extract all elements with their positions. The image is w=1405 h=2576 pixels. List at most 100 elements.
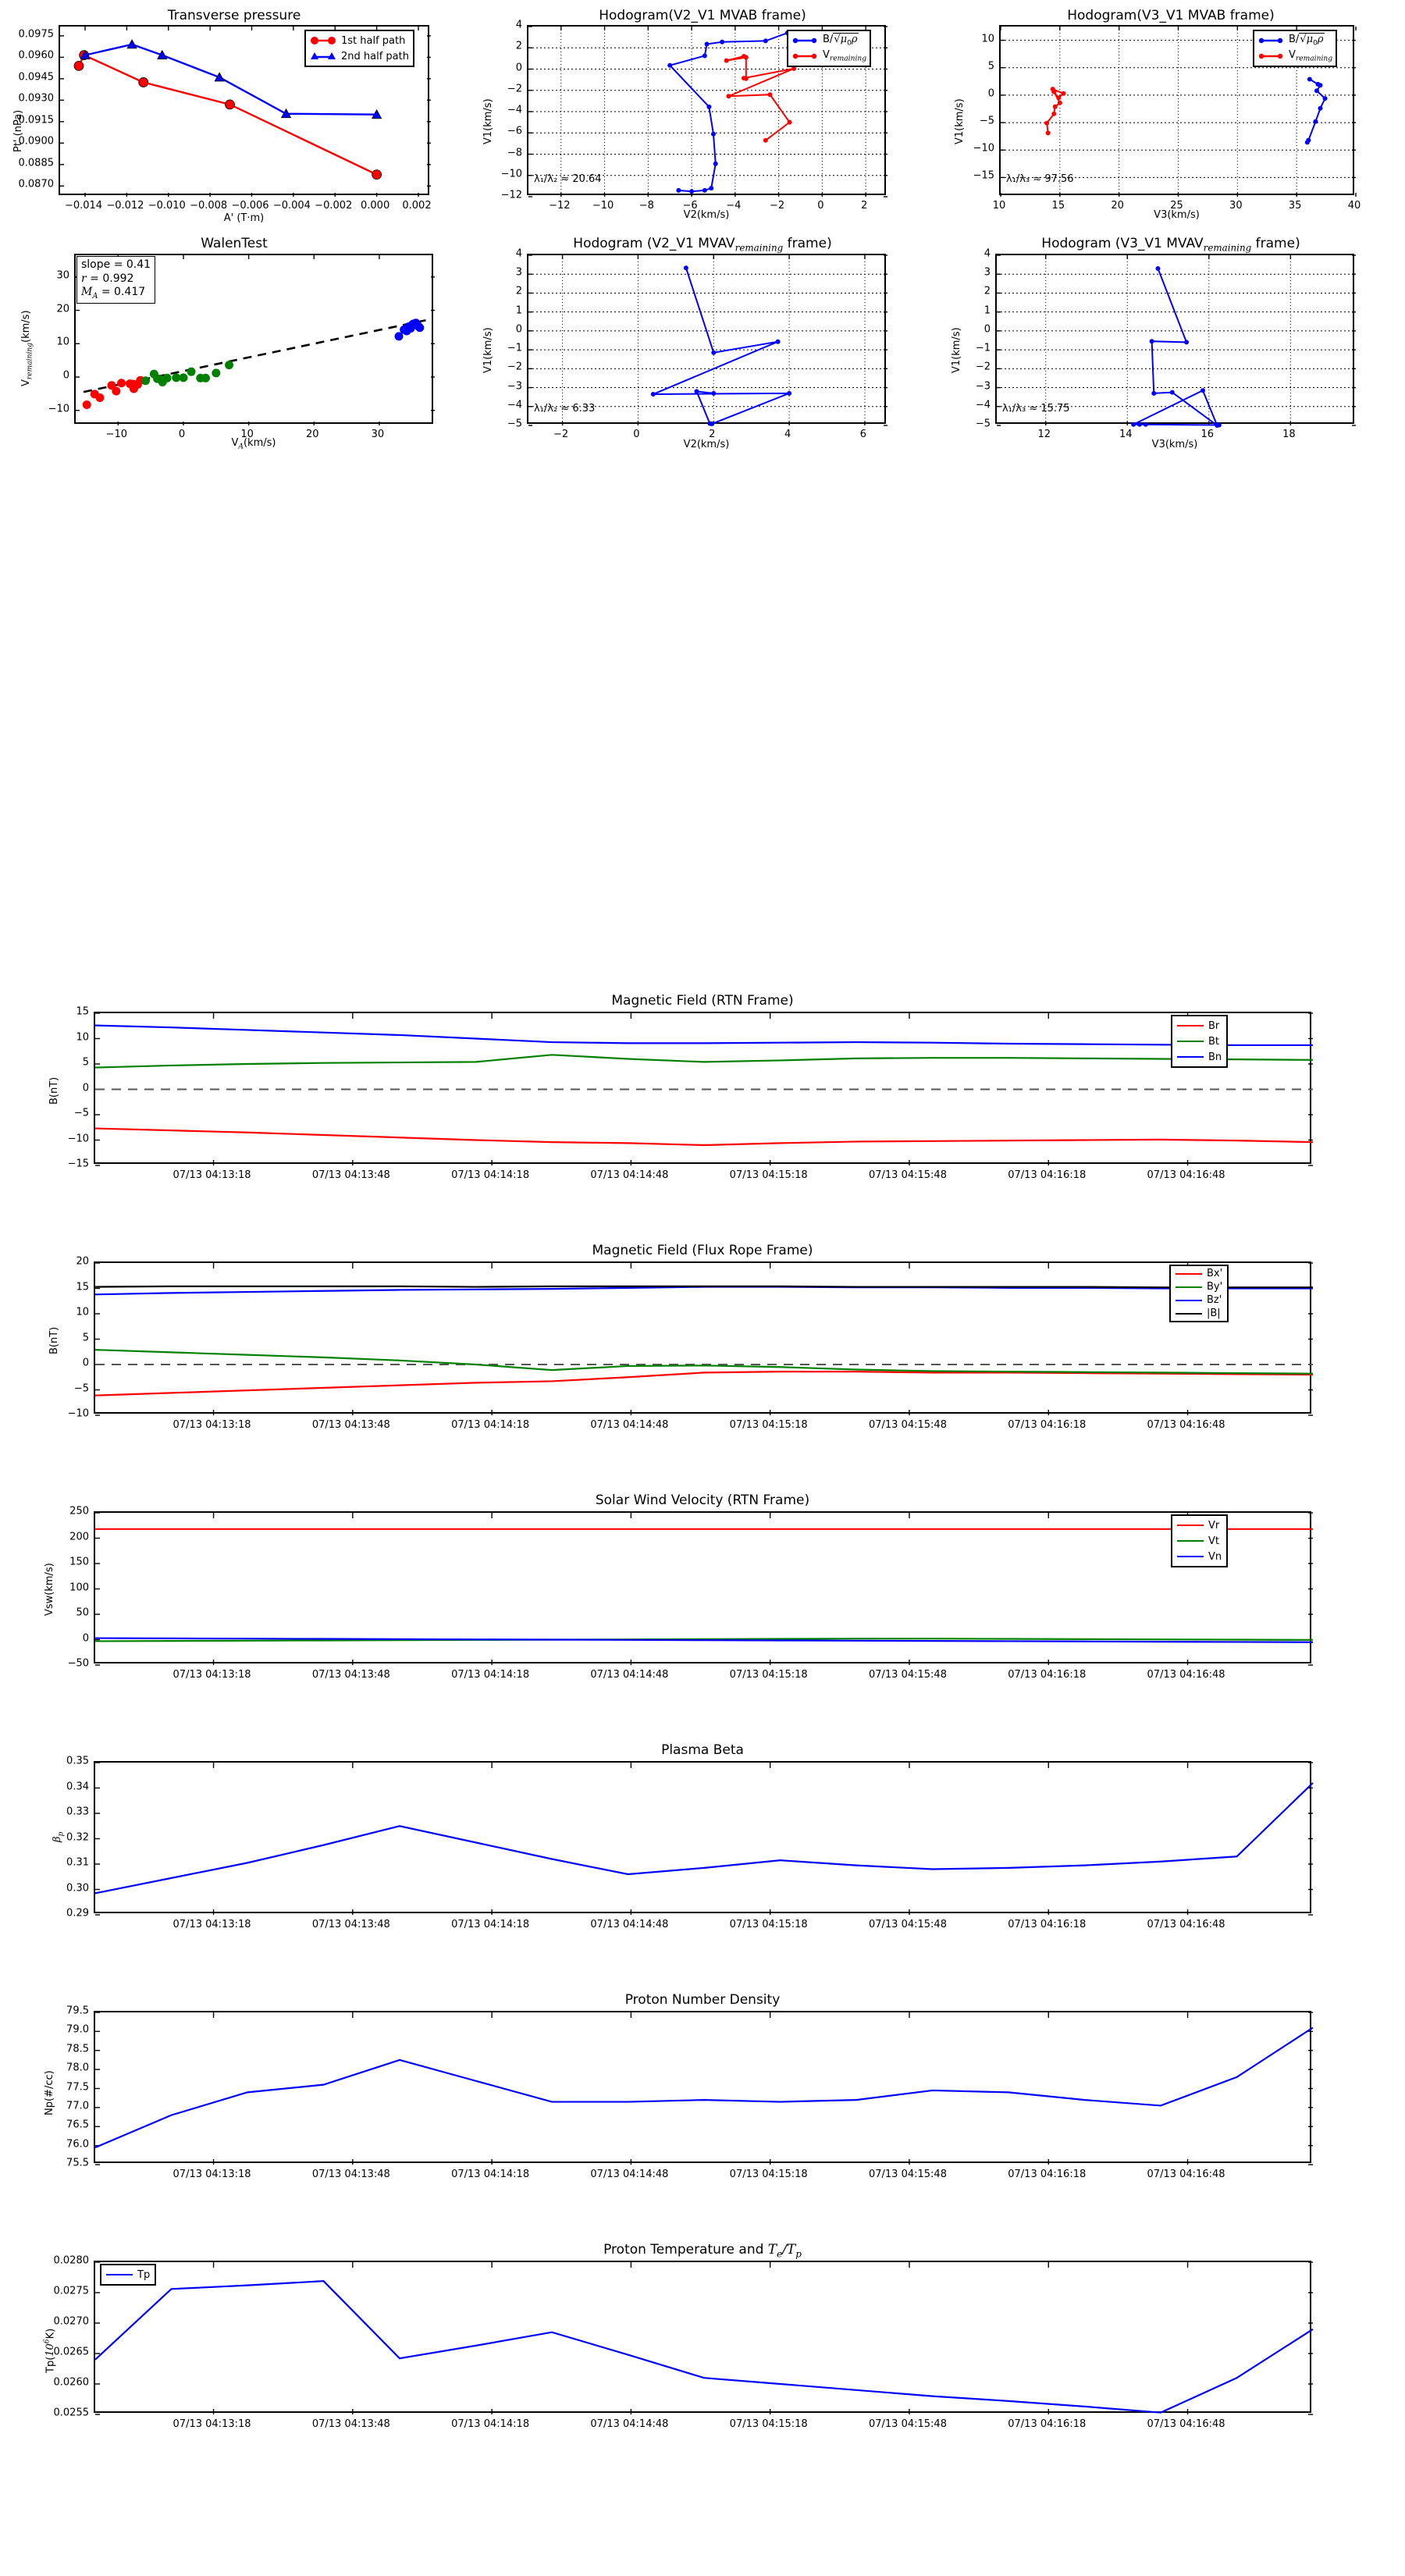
panel-title: Transverse pressure (167, 8, 301, 23)
x-tick-label: 07/13 04:14:18 (451, 1669, 530, 1681)
x-tick-label: −2 (770, 200, 785, 212)
x-tick-label: 07/13 04:15:48 (868, 2418, 947, 2430)
panel-title: Hodogram (V3_V1 MVAVremaining frame) (1041, 236, 1300, 254)
plot-area (995, 254, 1356, 428)
y-tick-label: −5 (73, 1107, 89, 1119)
x-tick-label: 07/13 04:15:18 (729, 2418, 808, 2430)
panel-proton-number-density: Proton Number Density Np(#/cc) 75.5 76.0 7… (0, 1975, 1405, 2217)
y-tick-label: 15 (76, 1281, 89, 1293)
line-swatch-icon (1176, 1272, 1202, 1275)
legend-label: By' (1207, 1281, 1223, 1293)
x-tick-label: 07/13 04:13:18 (173, 1919, 251, 1930)
eigenvalue-ratio-annotation: λ₁/λ₂ ≈ 20.64 (534, 173, 602, 185)
y-tick-label: 1 (984, 304, 991, 317)
y-tick-label: 10 (981, 33, 994, 45)
y-tick-label: 0.31 (66, 1856, 89, 1869)
legend-label: 1st half path (341, 34, 406, 47)
y-tick-label: 0.0280 (53, 2254, 90, 2267)
y-tick-label: −5 (979, 115, 994, 127)
y-tick-label: −10 (48, 403, 69, 415)
y-tick-label: 2 (515, 40, 522, 52)
x-tick-label: 2 (860, 200, 868, 212)
y-tick-label: −8 (507, 147, 522, 158)
y-tick-label: 150 (69, 1556, 89, 1568)
panel-title: Hodogram (V2_V1 MVAVremaining frame) (573, 236, 832, 254)
legend: Tp (100, 2264, 157, 2286)
y-tick-label: −4 (507, 399, 522, 411)
x-tick-label: 07/13 04:15:48 (868, 2169, 947, 2180)
panel-plasma-beta: Plasma Beta βp 0.29 0.30 0.31 0.32 0.33 0.34 0… (0, 1725, 1405, 1967)
panel-title: Proton Number Density (624, 1992, 781, 2008)
y-tick-label: 76.0 (66, 2138, 89, 2151)
x-tick-label: 2 (709, 429, 716, 440)
legend-item: Vremaining (791, 48, 866, 64)
plot-area (527, 25, 887, 197)
x-tick-label: 07/13 04:14:48 (590, 2169, 669, 2180)
plot-area (94, 1012, 1314, 1166)
legend-label: Bn (1208, 1051, 1222, 1063)
y-tick-label: 0.29 (66, 1907, 89, 1920)
x-tick-label: 4 (784, 429, 791, 440)
plot-area (94, 2261, 1314, 2415)
x-tick-label: −4 (726, 200, 742, 212)
plot-area (527, 254, 887, 427)
panel-title: Magnetic Field (Flux Rope Frame) (592, 1243, 813, 1258)
legend-item: |B| (1176, 1307, 1222, 1320)
line-swatch-icon (1176, 1299, 1202, 1301)
legend-label: Vremaining (823, 49, 867, 63)
legend-item: Tp (106, 2267, 150, 2282)
y-tick-label: 0 (62, 369, 69, 382)
y-tick-label: −2 (975, 361, 991, 373)
legend-item: Bx' (1176, 1267, 1222, 1280)
y-tick-label: 0 (987, 87, 994, 100)
x-axis-label: V2(km/s) (683, 209, 730, 221)
eigenvalue-ratio-annotation: λ₁/λ₂ ≈ 6.33 (534, 403, 596, 415)
x-tick-label: 07/13 04:15:48 (868, 1669, 947, 1681)
x-tick-label: 07/13 04:13:48 (311, 1419, 390, 1431)
y-tick-label: 0 (515, 62, 522, 73)
y-tick-label: 77.5 (66, 2081, 89, 2093)
line-swatch-icon (106, 2274, 133, 2275)
x-tick-label: −0.010 (148, 200, 186, 212)
y-tick-label: 0.30 (66, 1882, 89, 1894)
x-tick-label: 07/13 04:15:18 (729, 1669, 808, 1681)
x-tick-label: 07/13 04:16:48 (1147, 1419, 1225, 1431)
y-tick-label: 79.0 (66, 2023, 89, 2036)
y-axis-label: V1(km/s) (482, 327, 494, 373)
legend-label: Tp (137, 2268, 151, 2281)
y-tick-label: −5 (507, 418, 522, 430)
x-tick-label: 0.000 (361, 200, 390, 212)
y-tick-label: 77.0 (66, 2100, 89, 2112)
panel-solar-wind-velocity: Solar Wind Velocity (RTN Frame) Vsw(km/s… (0, 1475, 1405, 1717)
y-tick-label: 5 (82, 1056, 89, 1069)
y-tick-label: 20 (76, 1255, 89, 1268)
x-tick-label: 07/13 04:15:48 (868, 1169, 947, 1181)
x-tick-label: 07/13 04:15:18 (729, 1169, 808, 1181)
line-dot-marker-icon (1257, 35, 1284, 46)
y-tick-label: −3 (975, 380, 991, 393)
alfven-mach-value: MA = 0.417 (81, 286, 146, 301)
y-tick-label: −5 (975, 418, 991, 430)
y-tick-label: 0 (82, 1357, 89, 1369)
panel-title: Solar Wind Velocity (RTN Frame) (595, 1493, 810, 1508)
panel-proton-temperature: Proton Temperature and Te/Tp Tp(106K) 0.… (0, 2225, 1405, 2482)
x-tick-label: 20 (305, 429, 319, 440)
x-tick-label: 07/13 04:13:18 (173, 2418, 251, 2430)
x-tick-label: 07/13 04:14:48 (590, 1419, 669, 1431)
legend-item: Vremaining (1257, 48, 1332, 64)
line-swatch-icon (1177, 1540, 1204, 1542)
legend-item: B/√μ0ρ (791, 33, 866, 48)
y-tick-label: 10 (56, 336, 69, 348)
y-tick-label: 0.32 (66, 1831, 89, 1843)
x-tick-label: −6 (682, 200, 698, 212)
legend: Br Bt Bn (1171, 1015, 1229, 1068)
y-tick-label: 0.0260 (53, 2376, 90, 2389)
x-axis-label: V3(km/s) (1154, 209, 1200, 221)
panel-title: Proton Temperature and Te/Tp (603, 2242, 802, 2260)
legend-item: 1st half path (310, 33, 409, 48)
x-tick-label: 07/13 04:16:48 (1147, 2169, 1225, 2180)
x-tick-label: 20 (1111, 200, 1124, 212)
y-tick-label: 2 (515, 285, 522, 297)
legend-item: Br (1177, 1018, 1222, 1034)
y-tick-label: −4 (975, 399, 991, 411)
